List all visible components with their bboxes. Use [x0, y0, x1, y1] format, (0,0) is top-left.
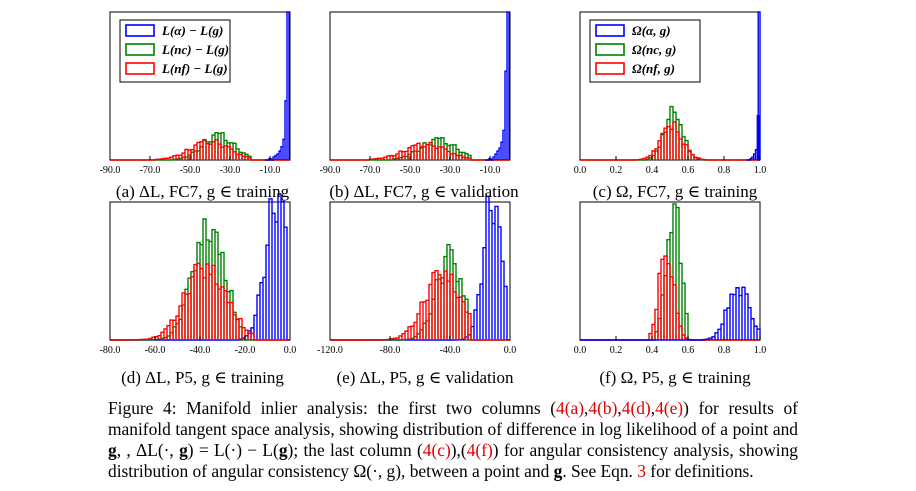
series-alpha — [265, 11, 290, 161]
panel-c: 0.0 0.2 0.4 0.6 0.8 1.0 Ω(α, g) Ω(nc, g) Ω(nf, g… — [560, 10, 780, 180]
ref-4e[interactable]: 4(e) — [655, 398, 684, 418]
x-tick-label: 1.0 — [754, 345, 767, 356]
ref-4a[interactable]: 4(a) — [556, 398, 585, 418]
legend-swatch-nc — [125, 43, 155, 56]
x-tick-label: 0.2 — [610, 165, 623, 176]
legend-label: L(nc) − L(g) — [161, 42, 229, 57]
panel-f: 0.0 0.2 0.4 0.6 0.8 1.0 — [560, 200, 780, 360]
x-tick-label: 0.0 — [284, 345, 297, 356]
x-tick-label: -80.0 — [380, 345, 401, 356]
x-tick-label: -30.0 — [440, 165, 461, 176]
x-tick-label: 0.8 — [718, 165, 731, 176]
legend-label: Ω(nc, g) — [632, 42, 676, 57]
legend — [589, 19, 701, 83]
x-tick-label: 1.0 — [754, 165, 767, 176]
x-tick-label: 0.4 — [646, 345, 659, 356]
x-tick-label: -40.0 — [440, 345, 461, 356]
histogram-b: -90.0 -70.0 -50.0 -30.0 -10.0 — [320, 11, 511, 176]
x-tick-label: 0.4 — [646, 165, 659, 176]
legend-swatch-nf — [595, 62, 625, 75]
x-tick-label: -20.0 — [235, 345, 256, 356]
x-tick-label: -70.0 — [140, 165, 161, 176]
series-nf — [110, 262, 290, 341]
ref-4c[interactable]: 4(c) — [422, 440, 451, 460]
x-tick-label: -90.0 — [320, 165, 341, 176]
ref-4f[interactable]: 4(f) — [466, 440, 493, 460]
x-tick-label: -70.0 — [360, 165, 381, 176]
subcaption-e: (e) ΔL, P5, g ∈ validation — [336, 368, 514, 387]
subcaption-b: (b) ΔL, FC7, g ∈ validation — [329, 182, 519, 201]
legend-label: L(nf) − L(g) — [161, 61, 228, 76]
x-tick-label: 0.6 — [682, 345, 695, 356]
x-tick-label: 0.0 — [574, 345, 587, 356]
subcaption-a: (a) ΔL, FC7, g ∈ training — [115, 182, 290, 201]
panel-b: -90.0 -70.0 -50.0 -30.0 -10.0 — [310, 10, 530, 180]
histogram-a: -90.0 -70.0 -50.0 -30.0 -10.0 L(α) − L(g) L(nc… — [100, 11, 291, 176]
legend-label: Ω(α, g) — [632, 23, 671, 38]
x-tick-label: -10.0 — [260, 165, 281, 176]
x-tick-label: 0.8 — [718, 345, 731, 356]
panel-d: -80.0 -60.0 -40.0 -20.0 0.0 — [90, 193, 310, 360]
series-alpha — [746, 11, 761, 161]
legend-swatch-alpha — [595, 24, 625, 37]
subcaption-d: (d) ΔL, P5, g ∈ training — [121, 368, 284, 387]
legend-label: Ω(nf, g) — [632, 61, 675, 76]
ref-4b[interactable]: 4(b) — [588, 398, 618, 418]
series-nf — [330, 269, 510, 341]
x-tick-label: -10.0 — [480, 165, 501, 176]
x-tick-label: -30.0 — [220, 165, 241, 176]
x-tick-label: -50.0 — [180, 165, 201, 176]
ref-4d[interactable]: 4(d) — [621, 398, 651, 418]
x-tick-label: -120.0 — [317, 345, 343, 356]
plot-frame — [329, 11, 511, 161]
series-alpha — [485, 11, 510, 161]
histogram-f: 0.0 0.2 0.4 0.6 0.8 1.0 — [574, 201, 767, 356]
x-tick-label: 0.2 — [610, 345, 623, 356]
series-nf — [110, 138, 290, 161]
x-tick-label: -50.0 — [400, 165, 421, 176]
legend-swatch-alpha — [125, 24, 155, 37]
legend — [119, 19, 231, 83]
ref-eqn-3[interactable]: 3 — [637, 461, 646, 481]
legend-swatch-nc — [595, 43, 625, 56]
x-tick-label: -80.0 — [100, 345, 121, 356]
subcaption-f: (f) Ω, P5, g ∈ training — [599, 368, 751, 387]
histogram-c: 0.0 0.2 0.4 0.6 0.8 1.0 Ω(α, g) Ω(nc, g) Ω(nf, g… — [574, 11, 767, 176]
series-nf — [580, 121, 760, 161]
histogram-e: -120.0 -80.0 -40.0 0.0 — [317, 195, 517, 356]
x-tick-label: -40.0 — [190, 345, 211, 356]
panel-a: -90.0 -70.0 -50.0 -30.0 -10.0 L(α) − L(g) L(nc… — [90, 10, 310, 180]
x-tick-label: 0.0 — [504, 345, 517, 356]
x-tick-label: 0.0 — [574, 165, 587, 176]
x-tick-label: 0.6 — [682, 165, 695, 176]
figure-caption: Figure 4: Manifold inlier analysis: the … — [108, 398, 798, 481]
panel-e: -120.0 -80.0 -40.0 0.0 — [310, 195, 530, 360]
x-tick-label: -90.0 — [100, 165, 121, 176]
histogram-d: -80.0 -60.0 -40.0 -20.0 0.0 — [100, 193, 297, 356]
legend-label: L(α) − L(g) — [161, 23, 223, 38]
x-tick-label: -60.0 — [145, 345, 166, 356]
series-alpha — [580, 286, 761, 341]
series-nf — [330, 141, 510, 161]
subcaption-c: (c) Ω, FC7, g ∈ training — [592, 182, 758, 201]
legend-swatch-nf — [125, 62, 155, 75]
